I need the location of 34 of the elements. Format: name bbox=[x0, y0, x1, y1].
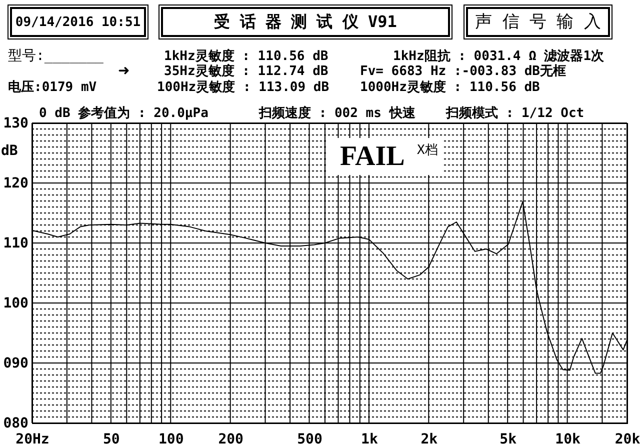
text: Fv= 6683 Hz :-003.83 dB无框 bbox=[360, 64, 566, 79]
x-tick-label: 10k bbox=[555, 432, 582, 448]
text: 1000Hz灵敏度 : 110.56 dB bbox=[360, 79, 540, 95]
text: 电压:0179 mV bbox=[8, 80, 97, 95]
x-tick-label: 20k bbox=[614, 432, 640, 448]
y-tick-label: 080 bbox=[3, 416, 28, 432]
x-tick-label: 2k bbox=[420, 432, 438, 448]
text: 100Hz灵敏度 : 113.09 dB bbox=[157, 79, 330, 95]
y-tick-label: 130 bbox=[3, 116, 28, 132]
x-tick-label: 500 bbox=[297, 432, 322, 448]
text: 扫频速度 : 002 ms 快速 bbox=[258, 105, 416, 121]
y-axis-title: dB bbox=[1, 143, 18, 159]
text: 型号:_______ bbox=[8, 48, 104, 64]
text: 1kHz阻抗 : 0031.4 Ω 滤波器1次 bbox=[393, 48, 606, 64]
chart-title: 受 话 器 测 试 仪 V91 bbox=[213, 12, 397, 31]
text: ➜ bbox=[118, 63, 130, 79]
text: 扫频模式 : 1/12 Oct bbox=[445, 105, 584, 121]
x-tick-label: 50 bbox=[102, 432, 120, 448]
y-tick-label: 110 bbox=[3, 236, 28, 252]
x-tick-label: 5k bbox=[500, 432, 518, 448]
text: 声 信 号 输 入 bbox=[475, 12, 601, 32]
text: 0 dB 参考值为 : 20.0μPa bbox=[39, 105, 209, 121]
x-tick-label: 1k bbox=[361, 432, 378, 448]
annotation: X档 bbox=[417, 143, 438, 158]
x-tick-label: 100 bbox=[158, 432, 184, 448]
y-tick-label: 120 bbox=[3, 176, 28, 192]
x-tick-label: 200 bbox=[218, 432, 244, 448]
y-tick-label: 090 bbox=[3, 356, 28, 372]
text: 09/14/2016 10:51 bbox=[15, 15, 141, 30]
text: 1kHz灵敏度 : 110.56 dB bbox=[164, 48, 328, 64]
annotation: FAIL bbox=[340, 141, 405, 172]
x-tick-label: 20Hz bbox=[16, 432, 50, 448]
text: 35Hz灵敏度 : 112.74 dB bbox=[164, 63, 328, 79]
y-tick-label: 100 bbox=[3, 296, 28, 312]
